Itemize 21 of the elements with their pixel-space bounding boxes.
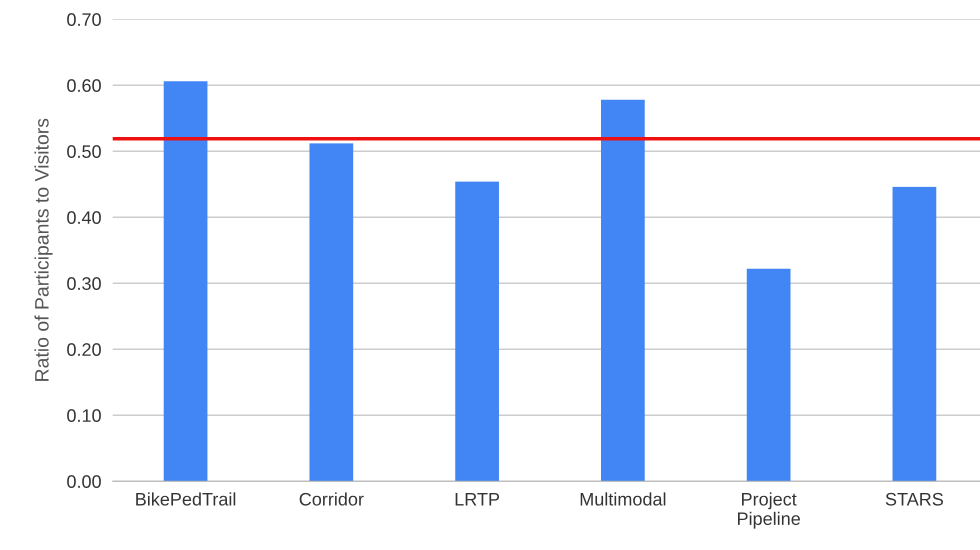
- y-tick-label: 0.50: [67, 145, 101, 158]
- y-tick-label: 0.20: [67, 343, 101, 356]
- y-tick-label: 0.60: [67, 79, 101, 92]
- y-tick-label: 0.30: [67, 277, 101, 290]
- x-tick-label: STARS: [886, 492, 944, 506]
- y-tick-label: 0.00: [67, 475, 101, 488]
- y-tick-label: 0.70: [67, 13, 101, 26]
- bar: [309, 143, 354, 482]
- bar: [892, 186, 936, 482]
- bar: [601, 100, 645, 482]
- bar: [164, 81, 208, 482]
- x-tick-label: BikePedTrail: [136, 492, 236, 506]
- x-tick-label: Corridor: [300, 492, 364, 506]
- x-tick-label: Multimodal: [580, 492, 666, 506]
- y-axis-title: Ratio of Participants to Visitors: [34, 118, 53, 381]
- x-tick-label: LRTP: [456, 493, 500, 506]
- x-tick-label: Project Pipeline: [738, 492, 800, 529]
- y-tick-label: 0.10: [67, 409, 101, 422]
- y-tick-label: 0.40: [67, 211, 101, 224]
- bar: [455, 182, 499, 482]
- bar: [746, 268, 791, 482]
